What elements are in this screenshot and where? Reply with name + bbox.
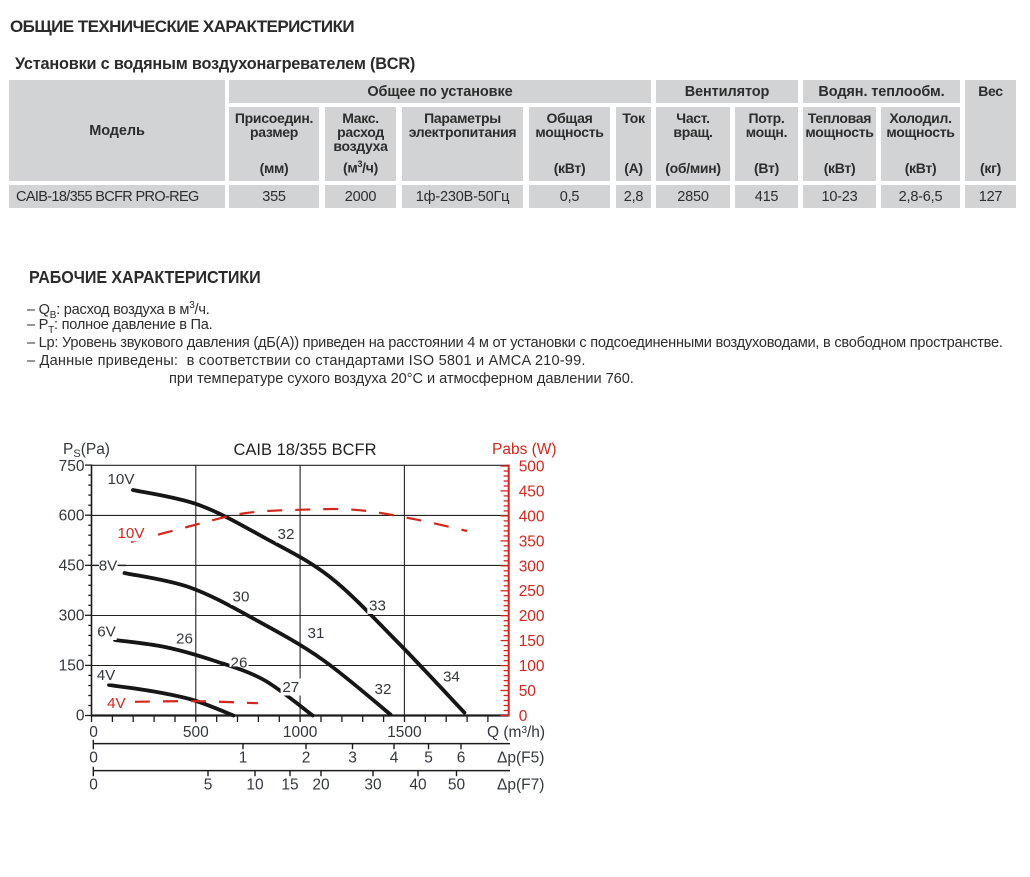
svg-text:4V: 4V: [107, 695, 126, 712]
svg-text:0: 0: [76, 708, 85, 725]
svg-text:50: 50: [519, 683, 537, 700]
svg-text:300: 300: [519, 558, 545, 575]
svg-text:Δp(F5): Δp(F5): [497, 750, 544, 767]
svg-text:500: 500: [183, 724, 209, 741]
svg-text:100: 100: [519, 658, 545, 675]
svg-text:31: 31: [308, 625, 325, 642]
svg-text:10: 10: [246, 777, 264, 794]
svg-text:Q (m3/h): Q (m3/h): [487, 724, 545, 741]
svg-text:0: 0: [89, 750, 98, 767]
svg-text:8V: 8V: [99, 558, 118, 575]
svg-text:400: 400: [519, 508, 545, 525]
svg-text:350: 350: [519, 533, 545, 550]
svg-text:200: 200: [519, 608, 545, 625]
svg-text:4V: 4V: [97, 667, 116, 684]
svg-text:32: 32: [278, 526, 295, 543]
svg-text:300: 300: [59, 608, 85, 625]
svg-text:5: 5: [204, 777, 213, 794]
svg-text:2: 2: [302, 750, 311, 767]
svg-text:150: 150: [59, 658, 85, 675]
svg-text:500: 500: [519, 459, 545, 476]
svg-text:0: 0: [89, 724, 98, 741]
svg-text:CAIB 18/355 BCFR: CAIB 18/355 BCFR: [233, 441, 376, 459]
svg-text:6V: 6V: [97, 624, 116, 641]
svg-text:1: 1: [239, 750, 248, 767]
svg-text:10V: 10V: [117, 525, 145, 542]
svg-text:0: 0: [519, 708, 528, 725]
svg-text:150: 150: [519, 633, 545, 650]
svg-text:26: 26: [231, 655, 248, 672]
svg-text:0: 0: [89, 777, 98, 794]
svg-text:600: 600: [59, 507, 85, 524]
svg-text:15: 15: [281, 777, 298, 794]
svg-text:750: 750: [59, 458, 85, 475]
svg-text:26: 26: [176, 631, 193, 648]
svg-text:34: 34: [443, 669, 460, 686]
svg-text:Pabs (W): Pabs (W): [492, 441, 557, 458]
svg-text:Δp(F7): Δp(F7): [497, 777, 544, 794]
svg-text:32: 32: [375, 681, 392, 698]
svg-text:3: 3: [348, 750, 357, 767]
svg-text:20: 20: [312, 777, 330, 794]
svg-text:250: 250: [519, 583, 545, 600]
svg-text:27: 27: [282, 679, 299, 696]
svg-text:5: 5: [424, 750, 433, 767]
svg-text:1500: 1500: [387, 724, 422, 741]
svg-text:33: 33: [369, 598, 386, 615]
svg-text:10V: 10V: [107, 471, 135, 488]
svg-text:30: 30: [364, 777, 382, 794]
svg-text:30: 30: [233, 589, 250, 606]
svg-text:PS(Pa): PS(Pa): [63, 441, 110, 460]
svg-text:450: 450: [519, 484, 545, 501]
svg-text:450: 450: [59, 557, 85, 574]
svg-text:1000: 1000: [283, 724, 318, 741]
svg-text:6: 6: [457, 750, 466, 767]
svg-text:4: 4: [390, 750, 399, 767]
svg-text:50: 50: [448, 777, 466, 794]
svg-text:40: 40: [409, 777, 427, 794]
